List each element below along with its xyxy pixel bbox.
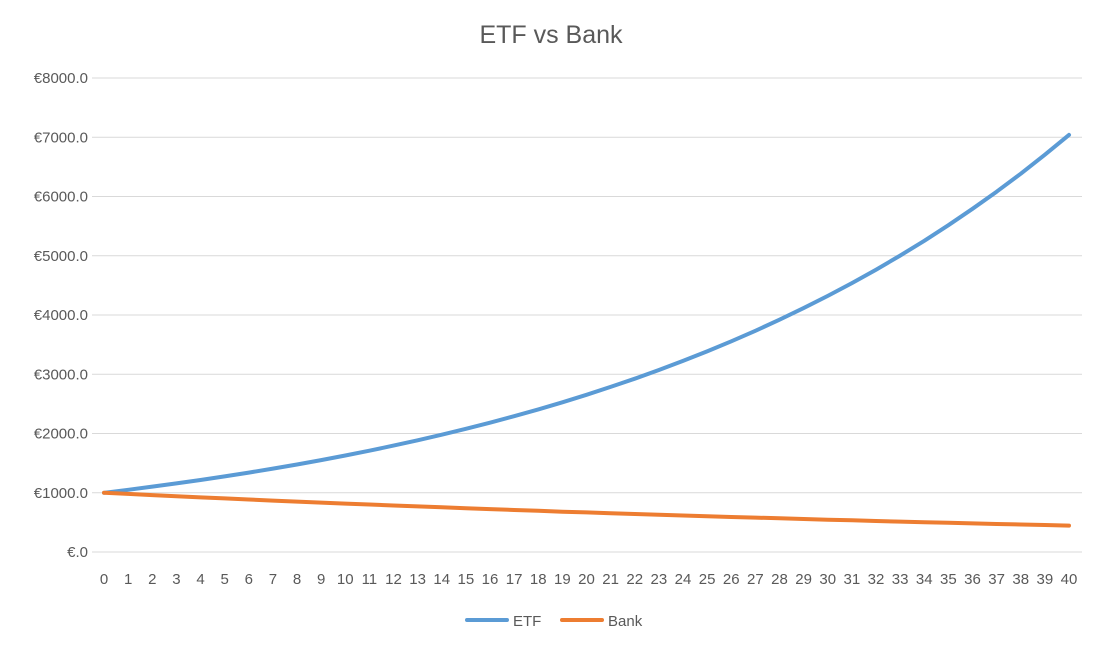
legend: ETF Bank — [465, 613, 643, 630]
x-tick-label: 13 — [409, 571, 426, 588]
x-tick-label: 36 — [964, 571, 981, 588]
x-tick-label: 9 — [317, 571, 325, 588]
y-tick-label: €.0 — [67, 544, 88, 561]
x-tick-label: 26 — [723, 571, 740, 588]
x-tick-label: 16 — [482, 571, 499, 588]
y-tick-label: €3000.0 — [34, 366, 88, 383]
x-tick-label: 22 — [626, 571, 643, 588]
x-tick-label: 11 — [362, 571, 378, 588]
x-tick-label: 19 — [554, 571, 571, 588]
x-tick-label: 21 — [602, 571, 619, 588]
x-tick-label: 5 — [220, 571, 228, 588]
y-tick-label: €4000.0 — [34, 307, 88, 324]
x-tick-label: 15 — [458, 571, 475, 588]
y-tick-label: €6000.0 — [34, 189, 88, 206]
x-tick-label: 32 — [868, 571, 885, 588]
x-tick-label: 30 — [819, 571, 836, 588]
x-tick-label: 4 — [196, 571, 204, 588]
x-tick-label: 2 — [148, 571, 156, 588]
x-tick-label: 24 — [675, 571, 692, 588]
x-tick-label: 20 — [578, 571, 595, 588]
y-tick-label: €7000.0 — [34, 129, 88, 146]
y-tick-label: €2000.0 — [34, 426, 88, 443]
series-lines — [102, 132, 1071, 528]
x-tick-label: 40 — [1061, 571, 1078, 588]
y-axis-tick-labels: €.0 €1000.0 €2000.0 €3000.0 €4000.0 €5000.0 €6… — [34, 70, 88, 561]
x-tick-label: 7 — [269, 571, 277, 588]
series-line-bank — [102, 490, 1071, 528]
x-tick-label: 31 — [844, 571, 861, 588]
x-tick-label: 6 — [245, 571, 253, 588]
x-axis-tick-labels: 0 1 2 3 4 5 6 7 8 9 10 11 12 13 14 15 16 17 18 19 20 21 22 23 24… — [100, 571, 1078, 588]
legend-label-etf: ETF — [513, 613, 541, 630]
y-tick-label: €1000.0 — [34, 485, 88, 502]
x-tick-label: 23 — [651, 571, 668, 588]
chart-title: ETF vs Bank — [479, 21, 623, 49]
x-tick-label: 14 — [433, 571, 450, 588]
x-tick-label: 17 — [506, 571, 523, 588]
legend-label-bank: Bank — [608, 613, 643, 630]
x-tick-label: 8 — [293, 571, 301, 588]
x-tick-label: 37 — [988, 571, 1005, 588]
x-tick-label: 18 — [530, 571, 547, 588]
x-tick-label: 39 — [1037, 571, 1054, 588]
y-tick-label: €5000.0 — [34, 248, 88, 265]
x-tick-label: 0 — [100, 571, 108, 588]
x-tick-label: 27 — [747, 571, 764, 588]
x-tick-label: 3 — [172, 571, 180, 588]
x-tick-label: 25 — [699, 571, 716, 588]
series-line-etf — [102, 132, 1071, 495]
x-tick-label: 35 — [940, 571, 957, 588]
x-tick-label: 12 — [385, 571, 402, 588]
x-tick-label: 38 — [1012, 571, 1029, 588]
y-tick-label: €8000.0 — [34, 70, 88, 87]
x-tick-label: 33 — [892, 571, 909, 588]
x-tick-label: 1 — [124, 571, 132, 588]
x-tick-label: 34 — [916, 571, 933, 588]
x-tick-label: 29 — [795, 571, 812, 588]
x-tick-label: 28 — [771, 571, 788, 588]
gridlines — [92, 77, 1082, 553]
x-tick-label: 10 — [337, 571, 354, 588]
